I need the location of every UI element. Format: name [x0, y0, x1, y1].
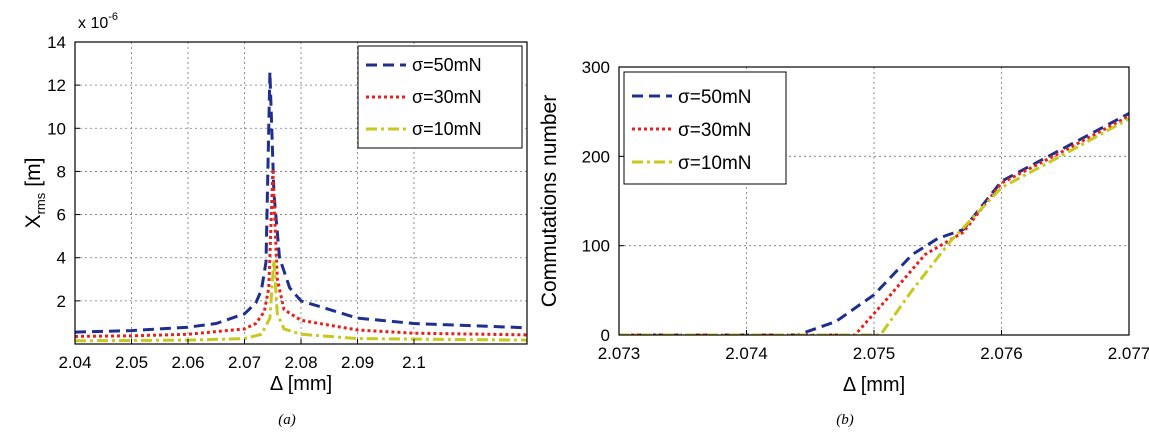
panel-a-legend-label-30mn: σ=30mN: [412, 87, 482, 107]
b-x-tick-label: 2.077: [1108, 344, 1149, 363]
b-y-tick-label: 100: [582, 237, 610, 256]
panel-b-legend-label-10mn: σ=10mN: [678, 153, 752, 174]
panel-a-caption: (a): [278, 412, 296, 428]
panel-b-legend-label-50mn: σ=50mN: [678, 87, 752, 108]
b-series-line-2: [619, 117, 1129, 335]
a-y-tick-label: 2: [57, 292, 66, 311]
b-series-line-0: [619, 112, 1129, 335]
panel-a-legend-label-50mn: σ=50mN: [412, 55, 482, 75]
a-x-tick-label: 2.09: [341, 353, 374, 372]
a-series-line-1: [75, 169, 527, 338]
panel-a-y-scale-exp: -6: [108, 11, 118, 23]
a-y-tick-label: 6: [57, 206, 66, 225]
panel-a: 2.04 2.05 2.06 2.07 2.08 2.09 2.1 2 4 6 8 10 12 14 x …: [22, 11, 528, 428]
a-series-line-0: [75, 70, 527, 334]
panel-b-x-axis-label: Δ [mm]: [843, 374, 905, 396]
b-y-tick-label: 0: [601, 326, 610, 345]
panel-a-y-scale-base: x 10: [78, 15, 108, 32]
panel-b-caption: (b): [836, 412, 854, 428]
panel-a-y-label-unit: [m]: [22, 158, 45, 187]
a-y-tick-label: 4: [57, 249, 66, 268]
panel-a-legend-label-10mn: σ=10mN: [412, 119, 482, 139]
b-y-tick-label: 300: [582, 58, 610, 77]
a-y-tick-label: 12: [47, 76, 66, 95]
panel-b-series: [619, 112, 1129, 335]
a-x-tick-label: 2.08: [284, 353, 317, 372]
a-y-tick-label: 14: [47, 33, 66, 52]
panel-a-y-label-main: X: [22, 214, 45, 228]
panel-a-y-label-sub: rms: [33, 192, 48, 214]
panel-b-legend: σ=50mN σ=30mN σ=10mN: [623, 71, 787, 185]
a-y-tick-label: 10: [47, 119, 66, 138]
panel-b-ticks: 2.073 2.074 2.075 2.076 2.077 0 100 200 300: [582, 58, 1149, 363]
b-x-tick-label: 2.074: [725, 344, 768, 363]
panel-b-y-axis-label: Commutations number: [538, 95, 561, 307]
b-x-tick-label: 2.076: [980, 344, 1023, 363]
a-x-tick-label: 2.07: [228, 353, 261, 372]
b-x-tick-label: 2.073: [598, 344, 641, 363]
b-y-tick-label: 200: [582, 147, 610, 166]
panel-a-series: [75, 70, 527, 343]
panel-a-x-axis-label: Δ [mm]: [270, 373, 332, 395]
a-x-tick-label: 2.1: [402, 353, 426, 372]
a-y-tick-label: 8: [57, 162, 66, 181]
panel-a-y-axis-label: Xrms [m]: [22, 158, 48, 229]
panel-b-legend-label-30mn: σ=30mN: [678, 120, 752, 141]
panel-a-ticks: 2.04 2.05 2.06 2.07 2.08 2.09 2.1 2 4 6 8 10 12 14: [47, 33, 426, 372]
panel-b: 2.073 2.074 2.075 2.076 2.077 0 100 200 300 Δ [m…: [538, 58, 1149, 428]
panel-a-y-scale-label: x 10-6: [78, 11, 118, 32]
panel-a-legend: σ=50mN σ=30mN σ=10mN: [357, 45, 523, 149]
a-x-tick-label: 2.04: [58, 353, 91, 372]
a-x-tick-label: 2.06: [171, 353, 204, 372]
b-x-tick-label: 2.075: [853, 344, 896, 363]
a-x-tick-label: 2.05: [115, 353, 148, 372]
